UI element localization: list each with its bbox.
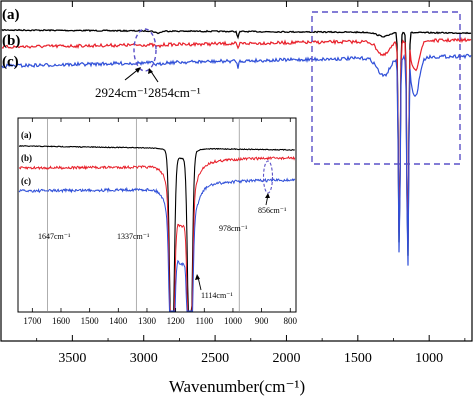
main-x-tick-labels: 3500 3000 2500 2000 1500 1000 <box>58 351 443 366</box>
main-series-a <box>1 28 472 256</box>
inset-x-tick-label: 1600 <box>52 316 71 326</box>
x-tick-label: 2500 <box>201 351 229 366</box>
inset-x-tick-label: 1500 <box>81 316 100 326</box>
inset-reference-lines <box>47 119 240 311</box>
main-series-lines <box>1 28 472 266</box>
x-tick-label: 1500 <box>344 351 372 366</box>
main-series-b <box>1 36 472 244</box>
inset-series-c <box>18 177 296 312</box>
arrow-2854-head <box>148 68 153 74</box>
x-tick-label: 3500 <box>58 351 86 366</box>
inset-x-tick-label: 800 <box>284 316 298 326</box>
inset-x-tick-label: 1700 <box>23 316 42 326</box>
main-series-c <box>1 53 472 266</box>
series-label-c: (c) <box>2 54 19 70</box>
ch-stretch-ellipse <box>133 28 157 72</box>
inset-refline-label-1647: 1647cm⁻¹ <box>38 232 71 241</box>
highlight-box <box>311 11 461 165</box>
main-plot-frame <box>0 0 473 342</box>
arrow-856-head <box>265 193 270 198</box>
inset-x-ticks <box>31 118 291 312</box>
arrow-2924-head <box>135 67 141 73</box>
inset-label-a: (a) <box>21 130 32 140</box>
inset-x-tick-label: 1100 <box>195 316 213 326</box>
inset-series-lines <box>18 145 296 312</box>
main-x-ticks <box>36 1 466 341</box>
inset-refline-label-978: 978cm⁻¹ <box>219 224 248 233</box>
inset-series-a <box>19 145 295 312</box>
x-tick-label: 2000 <box>272 351 300 366</box>
arrow-1114-head <box>195 274 200 280</box>
x-axis-title: Wavenumber(cm⁻¹) <box>169 377 305 396</box>
annotation-856: 856cm⁻¹ <box>258 206 287 215</box>
annotation-2924: 2924cm⁻¹ <box>95 85 148 100</box>
inset-series-b <box>18 155 296 312</box>
inset-label-b: (b) <box>21 153 32 163</box>
inset-refline-label-1337: 1337cm⁻¹ <box>117 232 150 241</box>
series-label-a: (a) <box>2 7 20 23</box>
series-label-b: (b) <box>2 33 20 49</box>
inset-x-tick-label: 1300 <box>138 316 157 326</box>
annotation-2854: 2854cm⁻¹ <box>148 85 201 100</box>
inset-x-tick-label: 1400 <box>109 316 128 326</box>
x-tick-label: 3000 <box>130 351 158 366</box>
inset-frame <box>17 117 297 313</box>
inset-label-c: (c) <box>21 176 31 186</box>
annotation-1114: 1114cm⁻¹ <box>201 291 233 300</box>
x-tick-label: 1000 <box>415 351 443 366</box>
inset-x-tick-labels: 1700 1600 1500 1400 1300 1200 1100 1000 900 800 <box>23 316 297 326</box>
inset-x-tick-label: 1000 <box>224 316 243 326</box>
inset-x-tick-label: 1200 <box>167 316 186 326</box>
inset-x-tick-label: 900 <box>255 316 269 326</box>
